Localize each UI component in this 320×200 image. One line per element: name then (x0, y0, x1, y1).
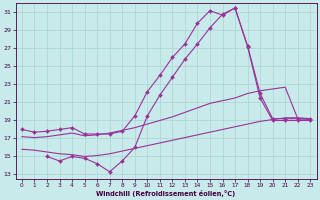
X-axis label: Windchill (Refroidissement éolien,°C): Windchill (Refroidissement éolien,°C) (96, 190, 236, 197)
